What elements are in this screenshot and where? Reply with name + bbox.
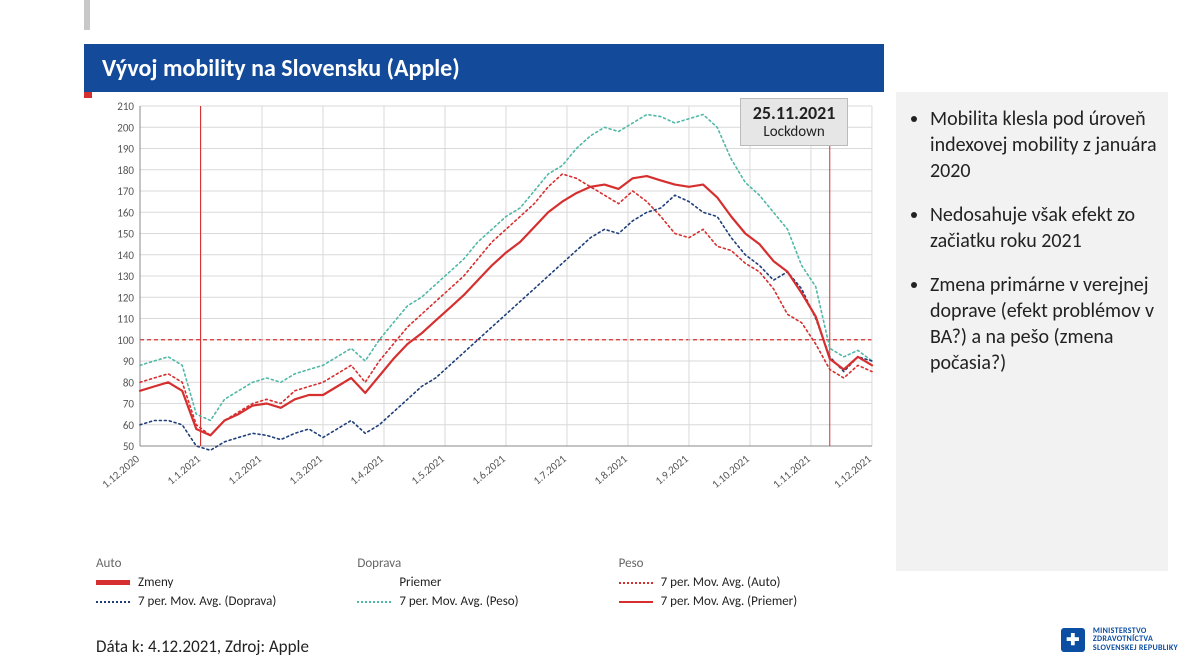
legend-item: 7 per. Mov. Avg. (Priemer) <box>619 594 872 609</box>
legend-swatch <box>619 582 653 584</box>
legend-item: Priemer <box>357 575 610 590</box>
svg-text:210: 210 <box>117 100 134 113</box>
logo-badge: ✚ <box>1061 628 1085 652</box>
annotation-title: 25.11.2021 <box>753 103 836 124</box>
svg-text:140: 140 <box>117 249 134 262</box>
plus-icon: ✚ <box>1066 630 1079 650</box>
chart-container: 50 60 70 80 90 100 110 120 130 140 150 160 170 180 190… <box>84 98 884 546</box>
svg-text:80: 80 <box>123 376 135 389</box>
legend-header: Peso <box>619 556 872 571</box>
bullet-list: Mobilita klesla pod úroveň indexovej mob… <box>914 106 1158 376</box>
legend-item: 7 per. Mov. Avg. (Peso) <box>357 594 610 609</box>
chart-legend: Auto Doprava Peso Zmeny Priemer 7 per. Mov. A… <box>96 556 872 609</box>
svg-text:130: 130 <box>117 270 134 283</box>
legend-swatch <box>619 601 653 603</box>
svg-text:90: 90 <box>123 355 135 368</box>
svg-text:60: 60 <box>123 419 135 432</box>
lockdown-annotation: 25.11.2021 Lockdown <box>740 98 849 146</box>
svg-text:110: 110 <box>117 313 134 326</box>
svg-text:70: 70 <box>123 398 135 411</box>
svg-text:120: 120 <box>117 291 134 304</box>
data-source-footnote: Dáta k: 4.12.2021, Zdroj: Apple <box>96 636 309 657</box>
mobility-chart: 50 60 70 80 90 100 110 120 130 140 150 160 170 180 190… <box>84 98 884 538</box>
page-title: Vývoj mobility na Slovensku (Apple) <box>102 54 460 83</box>
svg-text:190: 190 <box>117 143 134 156</box>
logo-text: MINISTERSTVO ZDRAVOTNÍCTVA SLOVENSKEJ RE… <box>1093 627 1178 653</box>
svg-text:50: 50 <box>123 440 135 453</box>
legend-label: 7 per. Mov. Avg. (Auto) <box>661 575 781 590</box>
legend-label: 7 per. Mov. Avg. (Priemer) <box>661 594 798 609</box>
svg-text:180: 180 <box>117 164 134 177</box>
legend-label: 7 per. Mov. Avg. (Doprava) <box>138 594 276 609</box>
bullet-item: Zmena primárne v verejnej doprave (efekt… <box>930 272 1158 376</box>
side-panel: Mobilita klesla pod úroveň indexovej mob… <box>896 92 1168 571</box>
bullet-item: Mobilita klesla pod úroveň indexovej mob… <box>930 106 1158 184</box>
legend-item: 7 per. Mov. Avg. (Doprava) <box>96 594 349 609</box>
decor-top-accent <box>84 0 90 30</box>
slide-root: Vývoj mobility na Slovensku (Apple) 50 60… <box>0 0 1196 671</box>
legend-header: Doprava <box>357 556 610 571</box>
bullet-item: Nedosahuje však efekt zo začiatku roku 2… <box>930 202 1158 254</box>
legend-label: 7 per. Mov. Avg. (Peso) <box>399 594 518 609</box>
legend-header: Auto <box>96 556 349 571</box>
legend-label: Zmeny <box>138 575 173 590</box>
svg-text:170: 170 <box>117 185 134 198</box>
legend-swatch <box>357 601 391 603</box>
svg-text:200: 200 <box>117 121 134 134</box>
annotation-subtitle: Lockdown <box>753 124 836 141</box>
legend-swatch <box>96 580 130 585</box>
svg-text:160: 160 <box>117 206 134 219</box>
legend-label: Priemer <box>399 575 441 590</box>
legend-swatch <box>96 601 130 603</box>
ministry-logo: ✚ MINISTERSTVO ZDRAVOTNÍCTVA SLOVENSKEJ … <box>1061 627 1178 653</box>
legend-item: Zmeny <box>96 575 349 590</box>
title-bar: Vývoj mobility na Slovensku (Apple) <box>84 44 884 92</box>
svg-text:100: 100 <box>117 334 134 347</box>
svg-text:150: 150 <box>117 228 134 241</box>
legend-item: 7 per. Mov. Avg. (Auto) <box>619 575 872 590</box>
